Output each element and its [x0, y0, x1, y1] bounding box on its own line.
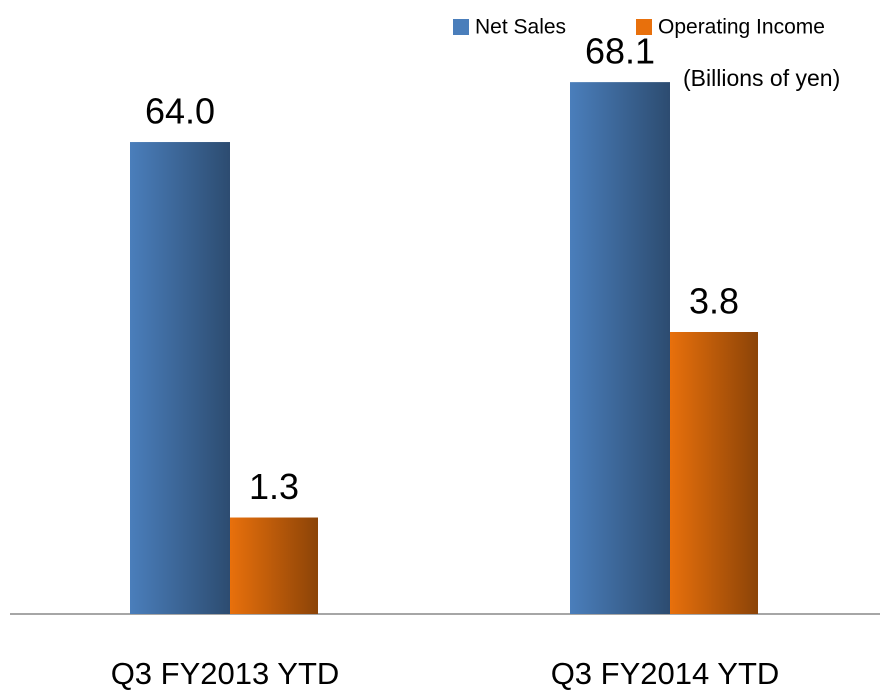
- bar-shade: [670, 332, 758, 614]
- value-label: 68.1: [585, 31, 655, 72]
- bar-shade: [230, 517, 318, 614]
- legend-label: Net Sales: [475, 16, 566, 39]
- annotation: (Billions of yen): [683, 65, 840, 91]
- legend-swatch: [453, 19, 469, 35]
- bar-shade: [130, 142, 230, 614]
- legend-swatch: [636, 19, 652, 35]
- value-label: 1.3: [249, 466, 299, 507]
- value-label: 3.8: [689, 281, 739, 322]
- value-label: 64.0: [145, 91, 215, 132]
- legend-label: Operating Income: [658, 16, 825, 39]
- x-tick-label: Q3 FY2014 YTD: [551, 656, 780, 691]
- bar-shade: [570, 82, 670, 614]
- x-tick-label: Q3 FY2013 YTD: [111, 656, 340, 691]
